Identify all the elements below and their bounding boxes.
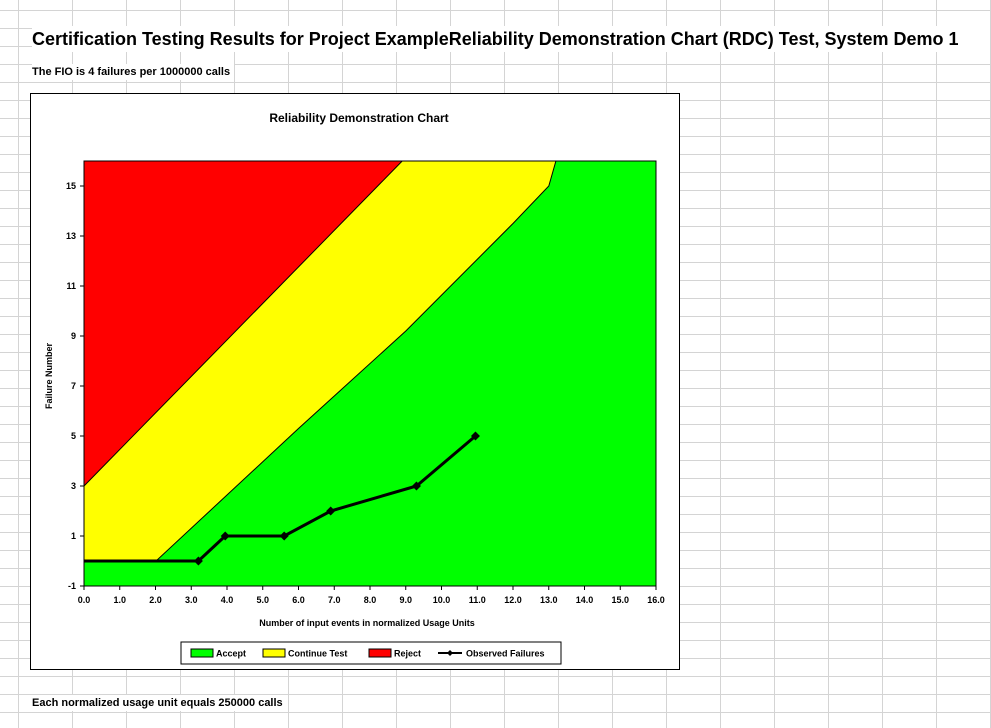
x-tick-label: 1.0 <box>113 595 126 605</box>
y-tick-label: 13 <box>66 231 76 241</box>
legend-marker <box>447 650 453 656</box>
y-tick-label: 1 <box>71 531 76 541</box>
x-tick-label: 13.0 <box>540 595 558 605</box>
x-tick-label: 5.0 <box>256 595 269 605</box>
legend-swatch <box>190 648 214 658</box>
x-tick-label: 12.0 <box>504 595 522 605</box>
series-layer <box>84 431 480 566</box>
observed-failure-point <box>411 481 421 491</box>
y-tick-label: 11 <box>66 281 76 291</box>
x-tick-label: 11.0 <box>469 595 486 605</box>
x-tick-label: 9.0 <box>399 595 412 605</box>
y-axis-label: Failure Number <box>44 342 54 409</box>
accept-region <box>84 161 656 586</box>
x-tick-label: 4.0 <box>221 595 234 605</box>
y-tick-label: 3 <box>71 481 76 491</box>
legend-swatch <box>262 648 286 658</box>
y-tick-label: 15 <box>66 181 76 191</box>
usage-unit-note: Each normalized usage unit equals 250000… <box>32 695 287 711</box>
rdc-chart: Reliability Demonstration Chart -1135791… <box>44 111 665 665</box>
x-tick-label: 16.0 <box>647 595 665 605</box>
x-tick-label: 15.0 <box>611 595 629 605</box>
y-tick-label: 9 <box>71 331 76 341</box>
fio-note: The FIO is 4 failures per 1000000 calls <box>32 64 235 80</box>
plot-area[interactable] <box>83 160 657 587</box>
chart-title: Reliability Demonstration Chart <box>269 111 448 125</box>
observed-failure-point <box>193 556 203 566</box>
x-axis-label: Number of input events in normalized Usa… <box>259 618 475 628</box>
y-tick-label: 7 <box>71 381 76 391</box>
observed-failure-point <box>470 431 480 441</box>
legend-label: Reject <box>394 649 421 659</box>
observed-failure-point <box>326 506 336 516</box>
legend-label: Continue Test <box>288 649 347 659</box>
reject-boundary-line <box>83 160 403 487</box>
x-tick-label: 6.0 <box>292 595 305 605</box>
chart-legend[interactable]: Accept Continue Test Reject Observed Failur… <box>180 641 562 665</box>
legend-label: Observed Failures <box>466 649 545 659</box>
legend-label: Accept <box>216 649 246 659</box>
x-tick-label: 0.0 <box>78 595 91 605</box>
y-tick-label: 5 <box>71 431 76 441</box>
x-tick-label: 8.0 <box>364 595 377 605</box>
x-axis: 0.0 1.0 2.0 3.0 4.0 5.0 6.0 7.0 8.0 9.0 10.0 11.0 12… <box>78 586 665 605</box>
x-tick-label: 7.0 <box>328 595 341 605</box>
observed-failure-point <box>220 531 230 541</box>
x-tick-label: 3.0 <box>185 595 198 605</box>
x-tick-label: 10.0 <box>433 595 451 605</box>
observed-failure-point <box>279 531 289 541</box>
y-tick-label: -1 <box>68 581 76 591</box>
sheet-title: Certification Testing Results for Projec… <box>32 26 990 52</box>
legend-swatch <box>368 648 392 658</box>
x-tick-label: 2.0 <box>149 595 162 605</box>
chart-frame[interactable]: Reliability Demonstration Chart -1 1 3 5 7 9 1… <box>30 93 680 670</box>
x-tick-label: 14.0 <box>576 595 594 605</box>
continue-region <box>84 161 556 561</box>
